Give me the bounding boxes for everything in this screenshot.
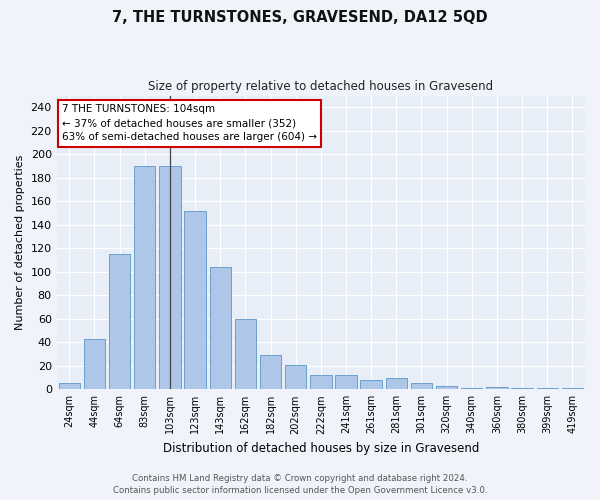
Title: Size of property relative to detached houses in Gravesend: Size of property relative to detached ho… — [148, 80, 493, 93]
Bar — [285, 364, 307, 390]
Text: Contains HM Land Registry data © Crown copyright and database right 2024.
Contai: Contains HM Land Registry data © Crown c… — [113, 474, 487, 495]
Bar — [235, 319, 256, 390]
Y-axis label: Number of detached properties: Number of detached properties — [15, 154, 25, 330]
X-axis label: Distribution of detached houses by size in Gravesend: Distribution of detached houses by size … — [163, 442, 479, 455]
Bar — [436, 386, 457, 390]
Bar — [361, 380, 382, 390]
Bar — [486, 387, 508, 390]
Bar — [109, 254, 130, 390]
Bar — [134, 166, 155, 390]
Text: 7 THE TURNSTONES: 104sqm
← 37% of detached houses are smaller (352)
63% of semi-: 7 THE TURNSTONES: 104sqm ← 37% of detach… — [62, 104, 317, 142]
Bar — [461, 388, 482, 390]
Bar — [536, 388, 558, 390]
Bar — [310, 375, 332, 390]
Bar — [335, 375, 356, 390]
Bar — [184, 210, 206, 390]
Text: 7, THE TURNSTONES, GRAVESEND, DA12 5QD: 7, THE TURNSTONES, GRAVESEND, DA12 5QD — [112, 10, 488, 25]
Bar — [84, 339, 105, 390]
Bar — [159, 166, 181, 390]
Bar — [411, 384, 432, 390]
Bar — [386, 378, 407, 390]
Bar — [562, 388, 583, 390]
Bar — [260, 355, 281, 390]
Bar — [511, 388, 533, 390]
Bar — [209, 267, 231, 390]
Bar — [59, 384, 80, 390]
